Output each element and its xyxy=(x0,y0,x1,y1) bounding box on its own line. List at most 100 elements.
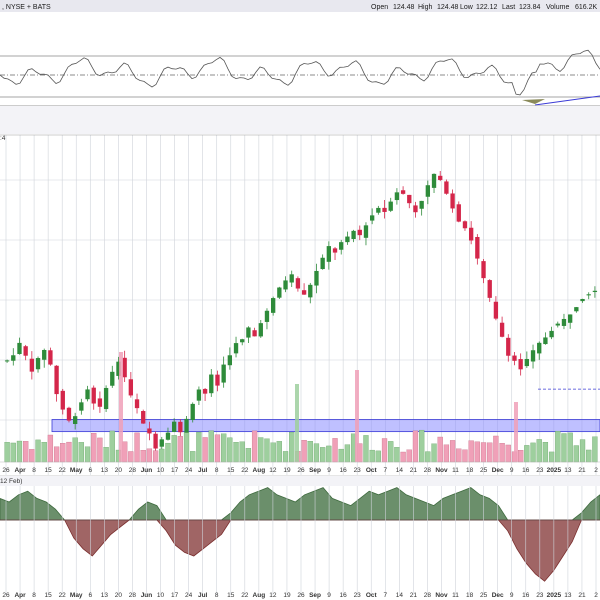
volume-bar xyxy=(388,441,394,463)
x-tick-label-bottom: 22 xyxy=(59,592,67,599)
x-tick-label-bottom: 9 xyxy=(327,592,331,599)
x-tick-label-bottom: 21 xyxy=(578,592,586,599)
candle-body xyxy=(171,421,177,432)
candle-body xyxy=(462,221,468,229)
volume-bar xyxy=(78,442,84,463)
volume-bar xyxy=(146,448,153,463)
candle-body xyxy=(530,350,536,362)
candle-body xyxy=(29,358,35,372)
volume-bar xyxy=(66,441,72,463)
volume-bar xyxy=(561,433,567,463)
volume-bar xyxy=(499,443,505,463)
high-value: 124.48 xyxy=(437,4,459,11)
price-panel-label: :4 xyxy=(0,135,6,142)
candle-body xyxy=(555,323,560,326)
volume-bar xyxy=(338,448,344,463)
x-tick-label-bottom: 9 xyxy=(510,592,514,599)
candle-body xyxy=(499,322,505,337)
candle-body xyxy=(363,225,369,238)
candle-body xyxy=(332,248,338,253)
x-tick-label: 9 xyxy=(327,467,331,474)
volume-bar xyxy=(140,450,146,463)
x-tick-label: 16 xyxy=(340,467,348,474)
candle-body xyxy=(543,337,548,345)
volume-bar xyxy=(456,448,462,463)
x-tick-label: 21 xyxy=(578,467,586,474)
volume-bar xyxy=(320,447,326,463)
x-tick-label-bottom: 15 xyxy=(227,592,235,599)
volume-bar xyxy=(251,430,258,463)
candle-body xyxy=(91,387,96,404)
candle-body xyxy=(438,175,443,180)
volume-bar xyxy=(233,442,239,463)
candle-body xyxy=(369,215,375,221)
last-value: 123.84 xyxy=(519,4,541,11)
candle-body xyxy=(116,361,121,376)
x-tick-label-bottom: Dec xyxy=(492,592,504,599)
x-tick-label: 11 xyxy=(452,467,459,474)
x-tick-label-bottom: 2025 xyxy=(547,592,562,599)
x-axis: 26 Apr 8 15 22 May 6 13 20 28 Jun 10 17 24 Jul 8 15 22 Aug… xyxy=(2,467,598,474)
x-tick-label: Sep xyxy=(309,467,321,474)
candle-body xyxy=(264,310,270,322)
candle-body xyxy=(561,318,567,326)
x-tick-label-bottom: 13 xyxy=(564,592,572,599)
x-tick-label: 26 xyxy=(2,467,10,474)
candle-body xyxy=(493,301,499,319)
volume-bar xyxy=(443,444,450,463)
candle-body xyxy=(48,350,53,365)
x-tick-label-bottom: 26 xyxy=(2,592,10,599)
volume-bar xyxy=(474,441,480,463)
x-tick-label: 13 xyxy=(564,467,572,474)
candle-body xyxy=(122,357,127,378)
volume-bar xyxy=(23,441,29,463)
x-tick-label: 22 xyxy=(59,467,67,474)
volume-bar xyxy=(542,442,549,463)
x-tick-label: 2 xyxy=(594,467,598,474)
rsi-line xyxy=(0,49,600,96)
candle-body xyxy=(178,421,183,433)
x-tick-label-bottom: 18 xyxy=(466,592,474,599)
volume-bar xyxy=(10,442,16,463)
volume-bar xyxy=(419,429,425,463)
support-zone xyxy=(51,419,600,433)
candle-body xyxy=(388,201,393,211)
volume-bar xyxy=(412,430,419,463)
open-value: 124.48 xyxy=(393,4,415,11)
x-tick-label: 14 xyxy=(396,467,404,474)
candle-body xyxy=(35,358,41,370)
volume-bar xyxy=(4,442,10,463)
volume-bar xyxy=(53,446,60,463)
candle-body xyxy=(190,403,195,421)
x-tick-label-bottom: 15 xyxy=(45,592,53,599)
x-tick-label-bottom: 12 xyxy=(269,592,277,599)
x-tick-label: Jun xyxy=(141,467,153,474)
candle-body xyxy=(17,342,22,355)
x-tick-label: 19 xyxy=(283,467,291,474)
candle-body xyxy=(357,229,362,236)
candle-body xyxy=(376,207,381,213)
candle-body xyxy=(382,207,387,212)
candle-body xyxy=(295,278,301,289)
volume-value: 616.2K xyxy=(575,4,598,11)
candle-body xyxy=(66,407,72,421)
high-label: High xyxy=(418,4,433,11)
volume-bar xyxy=(227,437,233,463)
volume-bar xyxy=(579,439,586,463)
volume-bar xyxy=(16,440,23,463)
x-tick-label-bottom: 25 xyxy=(480,592,488,599)
x-tick-label-bottom: 7 xyxy=(383,592,387,599)
candle-body xyxy=(549,330,554,338)
ohlc-readout: Open 124.48 High 124.48 Low 122.12 Last … xyxy=(371,4,598,11)
x-axis-bottom: 26 Apr 8 15 22 May 6 13 20 28 Jun 10 17 24 Jul 8 15 22 Aug… xyxy=(2,486,598,599)
volume-bar xyxy=(462,449,468,463)
candle-body xyxy=(351,230,356,240)
volume-bar xyxy=(202,437,208,463)
exchange-label: , NYSE + BATS xyxy=(2,4,51,11)
x-tick-label: 17 xyxy=(171,467,179,474)
x-tick-label-bottom: 21 xyxy=(410,592,418,599)
volume-bar xyxy=(183,432,190,463)
x-tick-label: 26 xyxy=(297,467,305,474)
x-tick-label: 16 xyxy=(522,467,530,474)
volume-bar xyxy=(84,446,91,463)
